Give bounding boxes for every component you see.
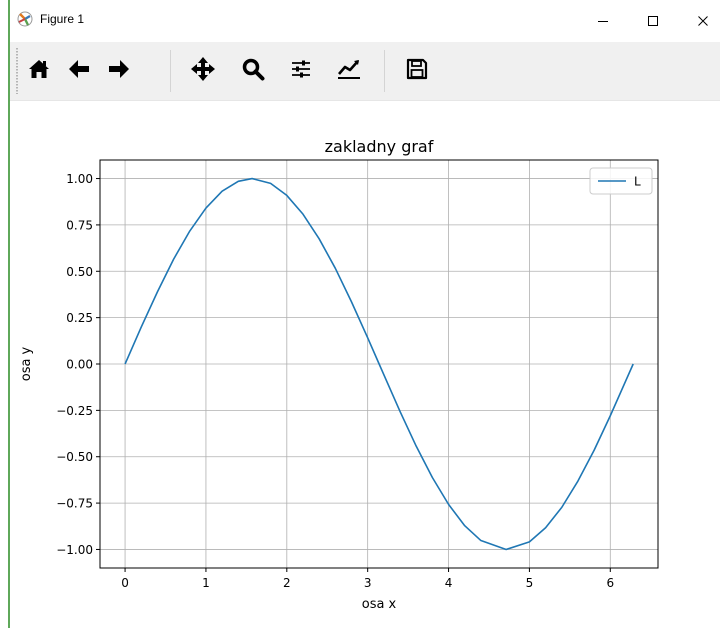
back-button[interactable] (62, 54, 96, 88)
maximize-button[interactable] (630, 6, 676, 36)
legend-label: L (634, 175, 641, 189)
floppy-disk-icon (406, 58, 428, 84)
arrow-right-icon (107, 57, 131, 85)
chart-title: zakladny graf (325, 137, 434, 156)
toolbar-separator (384, 50, 385, 92)
home-icon (27, 57, 51, 85)
window-title: Figure 1 (40, 12, 85, 26)
x-tick-label: 1 (202, 576, 210, 590)
magnifier-icon (241, 57, 265, 85)
sliders-icon (289, 57, 313, 85)
y-tick-label: −0.50 (56, 450, 93, 464)
series-lines (124, 177, 634, 551)
x-axis-ticks: 0 1 2 3 4 5 6 (121, 568, 614, 590)
figure-canvas[interactable]: 0 1 2 3 4 5 6 −1.00 −0.75 −0.50 −0.25 0.00 0.25 0.50… (10, 101, 720, 628)
desktop-edge (0, 0, 8, 628)
x-axis-label: osa x (362, 597, 397, 612)
toolbar-grip[interactable] (16, 48, 18, 94)
x-tick-label: 6 (606, 576, 614, 590)
y-tick-label: −0.25 (56, 404, 93, 418)
x-tick-label: 0 (121, 576, 129, 590)
title-bar[interactable]: Figure 1 (10, 0, 720, 42)
home-button[interactable] (22, 54, 56, 88)
y-tick-label: 0.00 (66, 358, 93, 372)
close-icon (697, 12, 709, 31)
x-tick-label: 2 (283, 576, 291, 590)
line-chart: 0 1 2 3 4 5 6 −1.00 −0.75 −0.50 −0.25 0.00 0.25 0.50… (19, 137, 659, 612)
y-tick-label: 0.50 (66, 265, 93, 279)
y-tick-label: 0.75 (66, 218, 93, 232)
minimize-button[interactable] (580, 6, 626, 36)
series-line-L (124, 177, 634, 551)
forward-button[interactable] (102, 54, 136, 88)
save-button[interactable] (400, 54, 434, 88)
y-tick-label: −1.00 (56, 543, 93, 557)
edit-axes-button[interactable] (332, 54, 366, 88)
zoom-button[interactable] (236, 54, 270, 88)
y-tick-label: 0.25 (66, 311, 93, 325)
line-chart-icon (336, 57, 362, 85)
close-button[interactable] (680, 6, 720, 36)
maximize-icon (647, 12, 659, 31)
pan-button[interactable] (186, 54, 220, 88)
y-tick-label: −0.75 (56, 497, 93, 511)
configure-subplots-button[interactable] (284, 54, 318, 88)
x-tick-label: 4 (445, 576, 453, 590)
x-tick-label: 5 (526, 576, 534, 590)
toolbar-separator (170, 50, 171, 92)
legend: L (589, 167, 653, 195)
x-tick-label: 3 (364, 576, 372, 590)
arrow-left-icon (67, 57, 91, 85)
minimize-icon (597, 12, 609, 31)
y-tick-label: 1.00 (66, 172, 93, 186)
window-border (8, 0, 10, 628)
y-axis-ticks: −1.00 −0.75 −0.50 −0.25 0.00 0.25 0.50 0.75 1.00 (56, 172, 100, 557)
navigation-toolbar (10, 42, 720, 101)
y-axis-label: osa y (19, 346, 34, 381)
move-icon (190, 56, 216, 86)
matplotlib-figure-icon (16, 10, 34, 28)
